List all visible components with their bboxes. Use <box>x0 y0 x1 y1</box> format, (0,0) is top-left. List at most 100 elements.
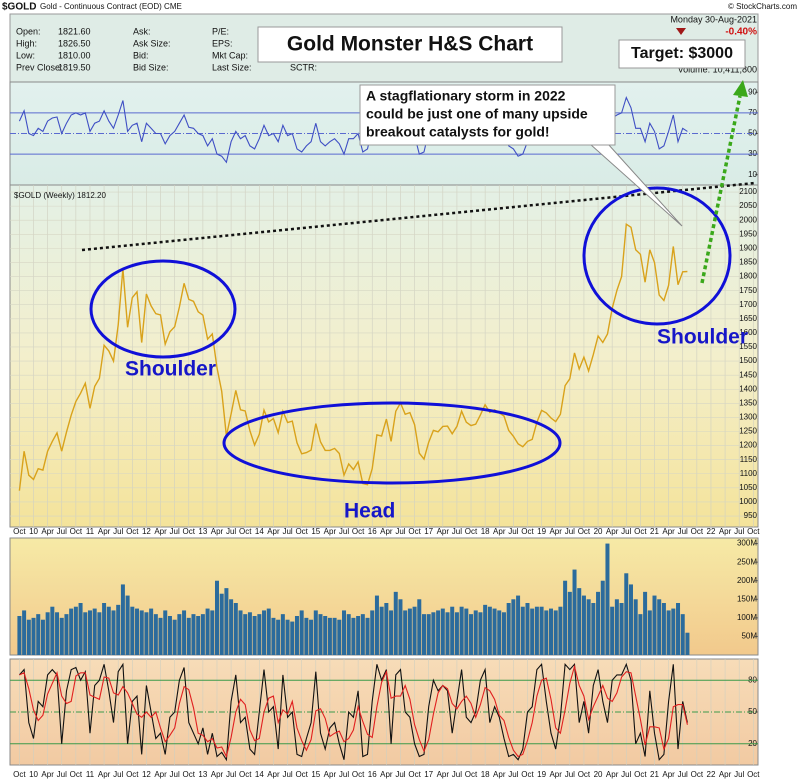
volume-bar <box>478 612 483 655</box>
volume-bar <box>130 606 135 655</box>
volume-bar <box>172 619 177 655</box>
field-label: Mkt Cap: <box>212 50 248 60</box>
field-label: Bid Size: <box>133 62 169 72</box>
x-tick-label: 19 <box>537 770 546 779</box>
chart-title: Gold Monster H&S Chart <box>287 33 533 56</box>
volume-bar <box>97 612 102 655</box>
volume-bar <box>497 610 502 655</box>
y-tick-label: 250M <box>737 557 757 566</box>
volume-bar <box>266 608 271 655</box>
volume-bar <box>525 603 530 655</box>
volume-bar <box>544 610 549 655</box>
volume-bar <box>643 591 648 655</box>
x-tick-label: 21 <box>650 770 659 779</box>
volume-bar <box>680 614 685 655</box>
field-label: P/E: <box>212 26 229 36</box>
x-tick-label: Apr <box>267 770 280 779</box>
volume-bar <box>135 608 140 655</box>
down-arrow <box>676 28 686 35</box>
y-tick-label: 150M <box>737 594 757 603</box>
x-tick-label: 22 <box>707 527 716 536</box>
volume-bar <box>365 617 370 655</box>
volume-bar <box>464 608 469 655</box>
volume-bar <box>501 612 506 655</box>
volume-bar <box>304 617 309 655</box>
volume-bar <box>87 610 92 655</box>
volume-bar <box>177 614 182 655</box>
target-box <box>618 39 746 69</box>
volume-bar <box>586 599 591 655</box>
y-tick-label: 1500 <box>739 356 757 365</box>
x-tick-label: Apr <box>437 527 450 536</box>
volume-bar <box>191 614 196 655</box>
field-label: Bid: <box>133 50 149 60</box>
y-tick-label: 1000 <box>739 497 757 506</box>
volume-bar <box>473 610 478 655</box>
field-label: SCTR: <box>290 62 317 72</box>
volume-bar <box>73 606 78 655</box>
volume-bar <box>572 569 577 655</box>
x-tick-label: Jul <box>113 527 123 536</box>
pattern-label: Shoulder <box>657 326 748 349</box>
x-tick-label: 12 <box>142 770 151 779</box>
volume-bar <box>530 608 535 655</box>
volume-bar <box>370 610 375 655</box>
volume-bar <box>299 610 304 655</box>
y-tick-label: 1750 <box>739 286 757 295</box>
volume-bar <box>661 603 666 655</box>
volume-bar <box>342 610 347 655</box>
y-tick-label: 1100 <box>740 469 758 478</box>
x-tick-label: Oct <box>521 770 534 779</box>
volume-bar <box>459 606 464 655</box>
y-tick-label: 1300 <box>739 413 757 422</box>
x-tick-label: 10 <box>29 770 38 779</box>
x-tick-label: Oct <box>239 527 252 536</box>
y-tick-label: 1650 <box>739 314 757 323</box>
volume-bar <box>398 599 403 655</box>
y-tick-label: 1950 <box>739 229 757 238</box>
volume-bar <box>318 614 323 655</box>
title-box <box>257 26 563 63</box>
volume-bar <box>163 610 168 655</box>
volume-bar <box>69 608 74 655</box>
x-tick-label: Apr <box>380 527 393 536</box>
volume-bar <box>186 617 191 655</box>
x-tick-label: 15 <box>311 770 320 779</box>
volume-bar <box>374 595 379 655</box>
y-tick-label: 1350 <box>739 398 757 407</box>
change: -0.40% <box>725 27 757 38</box>
x-tick-label: Oct <box>183 770 196 779</box>
volume-bar <box>360 614 365 655</box>
volume-bar <box>294 616 299 655</box>
x-tick-label: 21 <box>650 527 659 536</box>
pattern-label: Head <box>344 500 395 523</box>
x-tick-label: Apr <box>267 527 280 536</box>
y-tick-label: 1550 <box>739 342 757 351</box>
volume-bar <box>567 591 572 655</box>
x-tick-label: Apr <box>98 770 111 779</box>
x-tick-label: Jul <box>57 527 67 536</box>
volume-bar <box>389 610 394 655</box>
volume-bar <box>563 580 568 655</box>
x-tick-label: 20 <box>594 770 603 779</box>
volume-bar <box>676 603 681 655</box>
volume-bar <box>511 599 516 655</box>
volume-bar <box>633 599 638 655</box>
volume-bar <box>45 612 50 655</box>
x-tick-label: 14 <box>255 770 264 779</box>
right-shoulder-ellipse <box>582 186 732 326</box>
volume-bar <box>332 617 337 655</box>
volume-bar <box>323 616 328 655</box>
volume-bar <box>614 599 619 655</box>
volume-bar <box>167 616 172 655</box>
volume-bar <box>426 614 431 655</box>
volume-bar <box>558 606 563 655</box>
volume-bar <box>149 608 154 655</box>
volume-bar <box>247 612 252 655</box>
volume-bar <box>431 612 436 655</box>
x-tick-label: Oct <box>239 770 252 779</box>
x-tick-label: 17 <box>424 527 433 536</box>
x-tick-label: Jul <box>734 770 744 779</box>
volume-bar <box>252 616 257 655</box>
volume-bar <box>652 595 657 655</box>
